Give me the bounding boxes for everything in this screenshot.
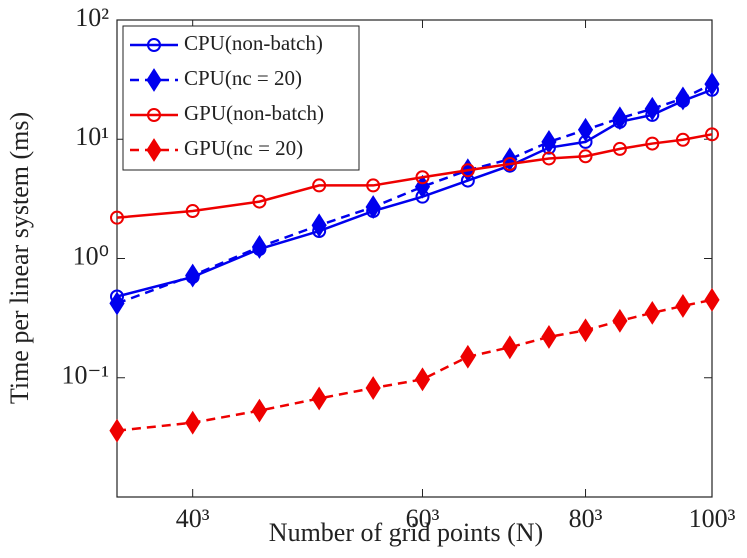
y-axis-label: Time per linear system (ms): [5, 112, 34, 404]
data-point: [251, 398, 268, 423]
data-point: [414, 367, 431, 392]
data-point: [644, 300, 660, 325]
data-point: [578, 149, 593, 164]
legend-marker: [147, 108, 161, 122]
y-tick-label: 10⁻¹: [61, 361, 109, 390]
data-point: [185, 263, 201, 288]
data-point: [704, 287, 720, 312]
x-axis-label: Number of grid points (N): [269, 518, 543, 547]
data-point: [612, 141, 627, 156]
data-point: [110, 210, 124, 225]
data-point: [644, 96, 660, 121]
data-point: [645, 136, 660, 151]
data-point: [311, 213, 327, 238]
legend-box: [122, 25, 360, 171]
data-point: [704, 72, 720, 97]
data-point: [109, 291, 125, 316]
data-point: [366, 178, 381, 193]
legend-label: GPU(nc = 20): [184, 136, 303, 160]
legend-marker: [146, 138, 162, 162]
data-point: [252, 194, 267, 209]
data-point: [460, 163, 475, 178]
data-point: [612, 106, 628, 131]
x-tick-label: 100³: [689, 504, 736, 533]
data-point: [541, 324, 557, 349]
legend-label: CPU(non-batch): [184, 31, 323, 55]
series-line: [116, 82, 713, 305]
data-point: [185, 410, 201, 435]
data-point: [541, 151, 556, 166]
data-point: [502, 335, 518, 360]
data-point: [705, 127, 719, 142]
data-point: [502, 157, 517, 172]
data-point: [577, 318, 594, 343]
data-point: [365, 195, 381, 219]
y-tick-label: 10²: [75, 3, 109, 32]
data-point: [312, 178, 327, 193]
legend-label: CPU(nc = 20): [184, 66, 302, 90]
legend-label: GPU(non-batch): [184, 101, 324, 125]
data-point: [577, 117, 594, 142]
data-point: [251, 235, 268, 259]
data-point: [109, 418, 125, 443]
data-point: [675, 294, 691, 318]
x-tick-label: 80³: [569, 504, 603, 533]
data-point: [460, 344, 476, 369]
data-point: [675, 132, 690, 147]
data-point: [414, 174, 431, 199]
data-point: [675, 86, 691, 111]
y-tick-label: 10⁰: [73, 241, 109, 270]
legend-marker: [146, 68, 162, 92]
data-point: [311, 386, 327, 411]
data-point: [415, 170, 430, 185]
data-point: [365, 376, 381, 400]
data-point: [612, 308, 628, 333]
x-tick-label: 60³: [406, 504, 440, 533]
y-tick-label: 10¹: [75, 122, 109, 151]
x-tick-label: 40³: [176, 504, 210, 533]
legend-marker: [147, 38, 161, 52]
data-point: [185, 204, 200, 219]
